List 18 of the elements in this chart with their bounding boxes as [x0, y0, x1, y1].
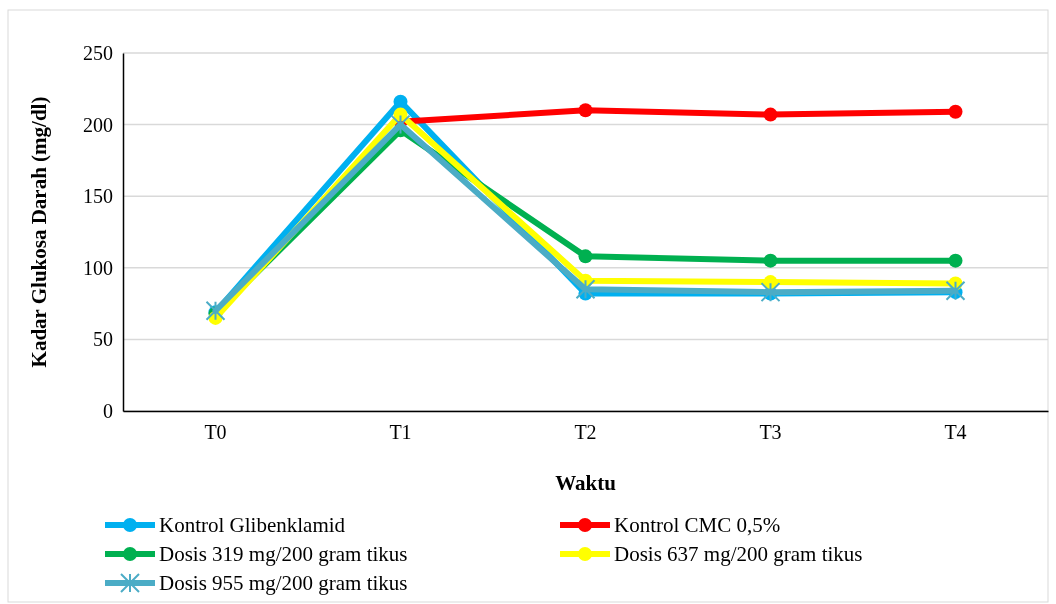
x-tick-label: T2 — [574, 421, 597, 444]
y-tick-label: 0 — [103, 399, 113, 422]
x-tick-label: T3 — [759, 421, 782, 444]
y-tick-label: 100 — [83, 256, 113, 279]
y-tick-label: 50 — [93, 328, 113, 351]
x-tick-label: T4 — [944, 421, 967, 444]
legend-label: Dosis 955 mg/200 gram tikus — [159, 571, 408, 595]
legend-label: Kontrol CMC 0,5% — [614, 513, 781, 537]
legend-label: Dosis 637 mg/200 gram tikus — [614, 542, 863, 566]
x-axis-title: Waktu — [555, 471, 617, 495]
legend-label: Dosis 319 mg/200 gram tikus — [159, 542, 408, 566]
x-tick-label: T1 — [389, 421, 412, 444]
y-tick-label: 200 — [83, 113, 113, 136]
legend-label: Kontrol Glibenklamid — [159, 513, 346, 537]
y-tick-label: 250 — [83, 41, 113, 64]
y-tick-label: 150 — [83, 185, 113, 208]
y-axis-title: Kadar Glukosa Darah (mg/dl) — [27, 96, 51, 368]
x-tick-label: T0 — [204, 421, 227, 444]
